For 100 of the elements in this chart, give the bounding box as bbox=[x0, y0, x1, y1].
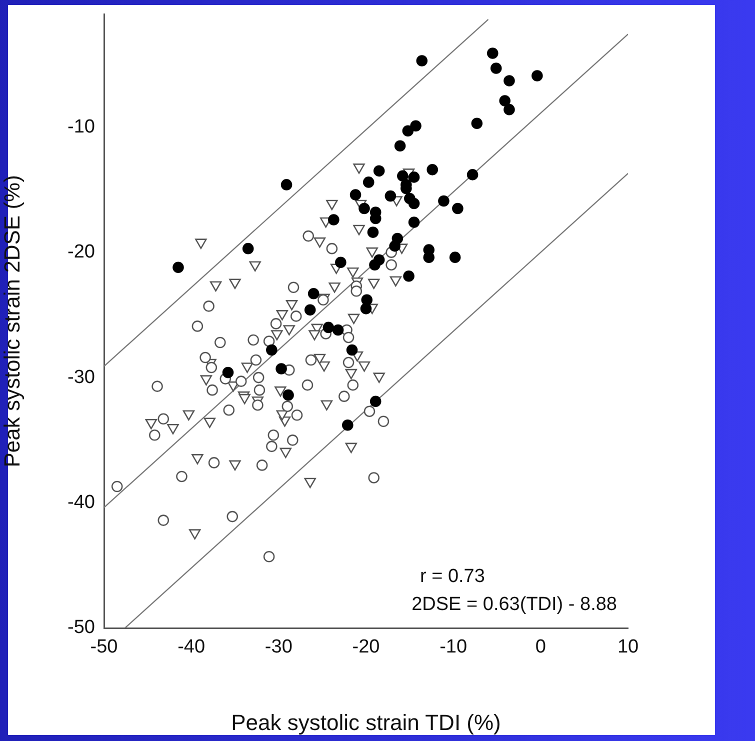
point bbox=[172, 262, 184, 274]
point bbox=[268, 430, 280, 441]
point bbox=[203, 300, 214, 312]
point bbox=[283, 325, 295, 336]
point bbox=[111, 480, 123, 492]
point bbox=[280, 448, 292, 458]
point bbox=[490, 62, 502, 74]
point bbox=[350, 285, 362, 297]
point bbox=[304, 478, 316, 488]
point bbox=[358, 361, 370, 372]
x-tick-label: -20 bbox=[352, 636, 380, 658]
point bbox=[353, 164, 365, 174]
point bbox=[200, 352, 211, 364]
point bbox=[345, 442, 357, 454]
point bbox=[276, 410, 288, 421]
point bbox=[206, 384, 218, 396]
point bbox=[378, 416, 390, 428]
point bbox=[204, 418, 216, 428]
point bbox=[504, 75, 515, 86]
point bbox=[274, 386, 286, 397]
annotation: 2DSE = 0.63(TDI) - 8.88 bbox=[412, 594, 617, 616]
point bbox=[466, 169, 478, 180]
point bbox=[402, 125, 414, 137]
point bbox=[302, 379, 314, 391]
point bbox=[326, 242, 338, 254]
point bbox=[347, 267, 359, 278]
point bbox=[314, 237, 326, 248]
point bbox=[286, 434, 298, 446]
y-tick-label: -20 bbox=[68, 242, 95, 263]
point bbox=[308, 330, 320, 340]
y-axis-title: Peak systolic strain 2DSE (%) bbox=[0, 175, 24, 468]
point bbox=[408, 216, 420, 228]
point bbox=[241, 362, 254, 373]
point bbox=[149, 430, 160, 441]
point bbox=[276, 363, 287, 374]
point bbox=[158, 514, 170, 526]
point bbox=[308, 288, 320, 300]
point bbox=[252, 399, 264, 411]
point bbox=[532, 70, 543, 82]
point bbox=[291, 409, 303, 421]
point bbox=[318, 361, 330, 372]
point bbox=[242, 242, 254, 254]
point bbox=[384, 190, 396, 202]
point bbox=[288, 282, 300, 294]
point bbox=[368, 278, 380, 290]
point bbox=[370, 396, 382, 407]
y-tick-label: -50 bbox=[68, 617, 95, 638]
point bbox=[263, 336, 275, 347]
point bbox=[256, 460, 268, 471]
point bbox=[369, 259, 380, 270]
point bbox=[286, 300, 298, 310]
point bbox=[195, 238, 207, 249]
point bbox=[394, 140, 406, 152]
point bbox=[499, 95, 511, 106]
point bbox=[282, 389, 294, 401]
point bbox=[350, 189, 362, 200]
point bbox=[314, 354, 326, 364]
point bbox=[304, 304, 316, 316]
point bbox=[158, 413, 170, 425]
point bbox=[200, 375, 212, 386]
point bbox=[338, 390, 350, 402]
point bbox=[367, 226, 379, 238]
point bbox=[229, 278, 241, 290]
point bbox=[403, 270, 414, 282]
point bbox=[206, 362, 218, 374]
x-tick-label: -50 bbox=[90, 636, 118, 658]
x-tick-label: -30 bbox=[264, 636, 292, 658]
point bbox=[222, 366, 234, 378]
annotation: r = 0.73 bbox=[420, 566, 485, 588]
x-tick-label: 0 bbox=[535, 636, 546, 658]
point bbox=[449, 252, 461, 263]
point bbox=[347, 379, 359, 391]
point bbox=[438, 195, 450, 207]
point bbox=[390, 276, 402, 287]
point bbox=[342, 419, 354, 431]
point bbox=[345, 368, 357, 380]
point bbox=[238, 394, 250, 404]
point bbox=[335, 256, 346, 268]
point bbox=[250, 354, 262, 366]
point bbox=[271, 330, 283, 340]
point bbox=[373, 372, 385, 383]
point bbox=[373, 165, 385, 177]
point bbox=[346, 344, 358, 356]
point bbox=[332, 324, 344, 336]
point bbox=[397, 170, 408, 182]
point bbox=[364, 406, 376, 418]
point bbox=[276, 310, 288, 320]
point bbox=[145, 418, 158, 430]
point bbox=[348, 314, 360, 324]
x-tick-label: 10 bbox=[617, 636, 639, 658]
point bbox=[416, 55, 428, 66]
y-tick-label: -10 bbox=[68, 116, 95, 138]
point bbox=[290, 310, 302, 322]
point bbox=[452, 202, 464, 214]
point bbox=[471, 118, 483, 129]
point bbox=[167, 424, 179, 434]
point bbox=[328, 214, 340, 226]
point bbox=[386, 259, 397, 270]
point bbox=[249, 261, 261, 272]
point bbox=[342, 356, 354, 368]
